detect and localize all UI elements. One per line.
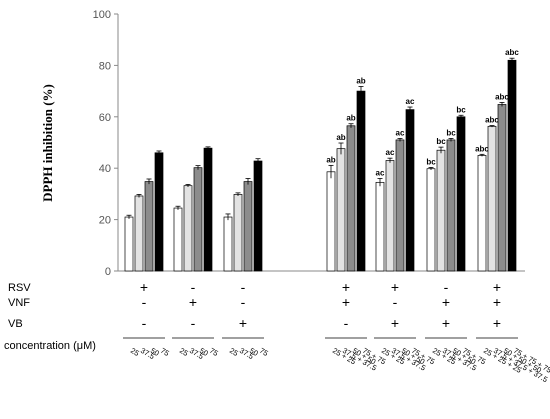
row-label-rsv: RSV <box>8 282 31 294</box>
vnf-sign-g1: + <box>189 294 197 310</box>
bar-g6-b2 <box>497 104 507 272</box>
bar-g0-b2 <box>144 181 154 272</box>
y-axis-label: DPPH inhibition (%) <box>40 84 55 202</box>
treatment-rows: RSV VNF VB concentration (μM) 2537.55075… <box>4 279 550 384</box>
bar-g2-b1 <box>233 194 243 272</box>
concentration-label-g1-b0: 25 <box>178 346 190 358</box>
vnf-sign-g2: - <box>241 294 246 310</box>
vb-sign-g2: + <box>239 315 247 331</box>
bar-g1-b0 <box>173 207 183 272</box>
row-label-concentration: concentration (μM) <box>4 340 96 352</box>
concentration-label-g2-b0: 25 <box>228 346 240 358</box>
vnf-sign-g3: + <box>342 294 350 310</box>
vb-sign-g3: - <box>344 315 349 331</box>
concentration-label-g2-b3: 75 <box>258 346 270 358</box>
annotation-g3-b2: ab <box>346 114 355 123</box>
annotation-g3-b3: ab <box>356 76 365 85</box>
bar-g1-b1 <box>183 185 193 272</box>
concentration-label-g0-b2: 50 <box>149 346 161 358</box>
concentration-label-g2-b2: 50 <box>248 346 260 358</box>
bar-g4-b1 <box>385 160 395 272</box>
y-tick-label-4: 80 <box>99 60 111 72</box>
bar-g1-b3 <box>203 147 213 272</box>
bar-g4-b2 <box>395 139 405 272</box>
bar-g2-b3 <box>253 160 263 272</box>
annotation-g6-b2: abc <box>495 92 509 101</box>
y-tick-label-5: 100 <box>93 9 111 21</box>
rsv-sign-g1: - <box>191 279 196 295</box>
bar-g5-b3 <box>456 116 466 272</box>
vnf-sign-g5: + <box>442 294 450 310</box>
bar-g3-b0 <box>326 171 336 272</box>
vb-sign-g0: - <box>142 315 147 331</box>
row-label-vnf: VNF <box>8 297 30 309</box>
annotation-g5-b1: bc <box>436 137 446 146</box>
concentration-label-g1-b2: 50 <box>198 346 210 358</box>
bar-g2-b0 <box>223 216 233 272</box>
bar-g6-b3 <box>507 59 517 272</box>
bar-g4-b3 <box>405 109 415 272</box>
annotation-g5-b2: bc <box>446 128 456 137</box>
vb-sign-g6: + <box>493 315 501 331</box>
annotation-g4-b3: ac <box>406 97 415 106</box>
bar-g0-b0 <box>124 216 134 272</box>
row-label-vb: VB <box>8 318 23 330</box>
bar-g3-b3 <box>356 90 366 272</box>
rsv-sign-g6: + <box>493 279 501 295</box>
concentration-label-g0-b3: 75 <box>159 346 171 358</box>
concentration-label-g1-b3: 75 <box>208 346 220 358</box>
rsv-sign-g0: + <box>140 279 148 295</box>
bar-g5-b0 <box>426 168 436 272</box>
vb-sign-g5: + <box>442 315 450 331</box>
bar-g5-b2 <box>446 139 456 272</box>
vb-sign-g4: + <box>391 315 399 331</box>
bar-g4-b0 <box>375 181 385 272</box>
y-tick-label-1: 20 <box>99 215 111 227</box>
annotation-g6-b1: abc <box>485 116 499 125</box>
bar-g3-b1 <box>336 148 346 272</box>
y-tick-label-0: 0 <box>105 266 111 278</box>
vb-sign-g1: - <box>191 315 196 331</box>
y-tick-label-3: 60 <box>99 112 111 124</box>
bar-g2-b2 <box>243 181 253 272</box>
annotation-g3-b0: ab <box>326 155 335 164</box>
vnf-sign-g6: + <box>493 294 501 310</box>
bar-g6-b0 <box>477 155 487 272</box>
rsv-sign-g2: - <box>241 279 246 295</box>
vnf-sign-g0: - <box>142 294 147 310</box>
bar-g6-b1 <box>487 125 497 272</box>
annotation-g3-b1: ab <box>336 133 345 142</box>
bar-g0-b3 <box>154 152 164 272</box>
annotation-g4-b2: ac <box>396 128 405 137</box>
annotation-g5-b0: bc <box>426 157 436 166</box>
annotation-g5-b3: bc <box>456 105 466 114</box>
y-tick-label-2: 40 <box>99 163 111 175</box>
rsv-sign-g4: + <box>391 279 399 295</box>
annotation-g6-b0: abc <box>475 144 489 153</box>
bar-g0-b1 <box>134 195 144 272</box>
rsv-sign-g5: - <box>444 279 449 295</box>
bar-g1-b2 <box>193 167 203 272</box>
rsv-sign-g3: + <box>342 279 350 295</box>
bar-g5-b1 <box>436 149 446 272</box>
annotation-g6-b3: abc <box>505 48 519 57</box>
vnf-sign-g4: - <box>393 294 398 310</box>
concentration-label-g0-b0: 25 <box>129 346 141 358</box>
annotation-g4-b1: ac <box>386 148 395 157</box>
bar-g3-b2 <box>346 125 356 272</box>
annotation-g4-b0: ac <box>376 168 385 177</box>
